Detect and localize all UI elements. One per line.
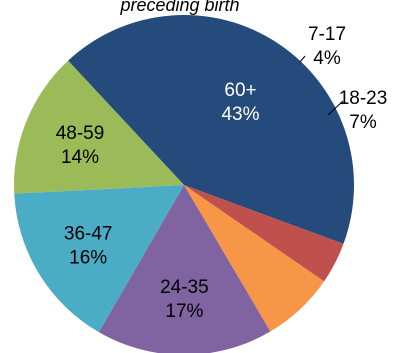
slice-percent-7-17: 4%: [313, 48, 341, 69]
slice-label-18-23: 18-23: [339, 88, 388, 109]
slice-percent-48-59: 14%: [61, 147, 99, 168]
leader-line-7-17: [300, 56, 305, 62]
slice-percent-36-47: 16%: [69, 248, 107, 269]
slice-percent-60plus: 43%: [221, 104, 259, 125]
slice-label-7-17: 7-17: [308, 24, 346, 45]
slice-label-24-35: 24-35: [160, 277, 209, 298]
chart-title: preceding birth: [119, 0, 239, 15]
slice-percent-18-23: 7%: [349, 112, 377, 133]
slice-percent-24-35: 17%: [165, 301, 203, 322]
slice-label-48-59: 48-59: [56, 123, 105, 144]
slice-label-36-47: 36-47: [64, 224, 113, 245]
slice-label-60plus: 60+: [224, 80, 256, 101]
